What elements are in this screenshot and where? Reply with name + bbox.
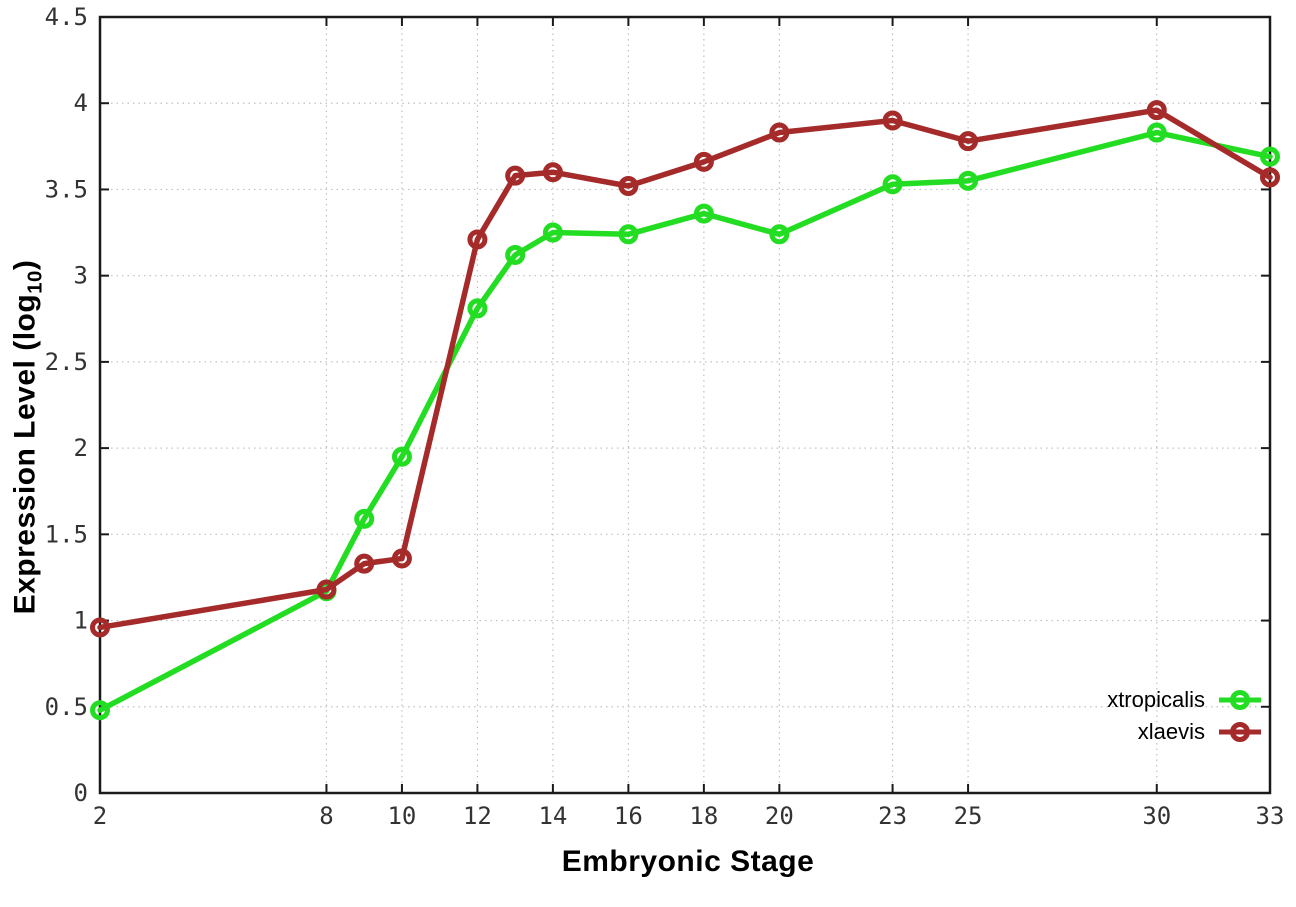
line-marker-icon [1219,722,1261,742]
data-point-icon [958,131,979,152]
svg-text:0.5: 0.5 [45,693,88,721]
data-point-icon [693,203,714,224]
y-axis-label-end: ) [8,259,42,271]
svg-text:20: 20 [765,802,794,830]
y-axis-label-subscript: 10 [24,270,47,294]
data-point-icon [958,170,979,191]
svg-text:0: 0 [74,779,88,807]
svg-text:4: 4 [74,89,88,117]
svg-text:33: 33 [1256,802,1285,830]
svg-text:2: 2 [93,802,107,830]
data-point-icon [618,175,639,196]
svg-text:18: 18 [689,802,718,830]
legend-label-xlaevis: xlaevis [1137,719,1205,744]
svg-text:2: 2 [74,434,88,462]
svg-text:3.5: 3.5 [45,175,88,203]
data-point-icon [467,298,488,319]
y-axis-label: Expression Level (log10) [9,260,48,615]
data-point-icon [90,700,110,721]
svg-text:25: 25 [954,802,983,830]
data-point-icon [1260,167,1280,188]
gridlines [99,16,1271,794]
data-point-icon [542,222,563,243]
legend-label-xtropicalis: xtropicalis [1107,687,1205,712]
data-point-icon [882,174,903,195]
y-tick-labels: 0 0.5 1 1.5 2 2.5 3 3.5 4 4.5 [45,3,88,807]
data-point-icon [316,579,337,600]
svg-text:8: 8 [319,802,333,830]
svg-text:1: 1 [74,607,88,635]
series-line-xlaevis [97,107,1273,631]
axis-ticks [99,16,1271,794]
plot-border [98,15,1272,795]
series-line-xtropicalis [97,129,1273,713]
x-axis-label: Embryonic Stage [561,845,815,878]
data-point-icon [1146,100,1167,121]
svg-text:3: 3 [74,262,88,290]
svg-text:1.5: 1.5 [45,520,88,548]
svg-text:14: 14 [538,802,567,830]
data-point-icon [467,229,488,250]
data-point-icon [618,224,639,245]
data-point-icon [1260,146,1280,167]
data-point-icon [505,165,526,186]
data-point-icon [769,122,790,143]
svg-text:4.5: 4.5 [45,3,88,31]
svg-text:12: 12 [463,802,492,830]
data-point-icon [354,508,375,529]
data-point-icon [882,110,903,131]
data-point-icon [542,162,563,183]
data-point-icon [1146,122,1167,143]
data-point-icon [391,446,412,467]
svg-text:10: 10 [387,802,416,830]
svg-text:2.5: 2.5 [45,348,88,376]
x-tick-labels: 2 8 10 12 14 16 18 20 23 25 30 33 [93,802,1285,830]
legend-entry-xlaevis: xlaevis [1138,719,1263,745]
data-point-icon [769,224,790,245]
legend-entry-xtropicalis: xtropicalis [1107,687,1263,713]
legend: xtropicalis xlaevis [1107,687,1263,745]
data-point-icon [505,244,526,265]
data-point-icon [90,617,110,638]
y-axis-label-main: Expression Level (log [8,293,42,615]
svg-text:23: 23 [878,802,907,830]
data-point-icon [693,151,714,172]
data-point-icon [354,553,375,574]
data-point-icon [391,548,412,569]
svg-text:16: 16 [614,802,643,830]
line-marker-icon [1219,690,1261,710]
series-markers-xtropicalis [90,122,1280,721]
series-markers-xlaevis [90,100,1280,638]
svg-text:30: 30 [1142,802,1171,830]
